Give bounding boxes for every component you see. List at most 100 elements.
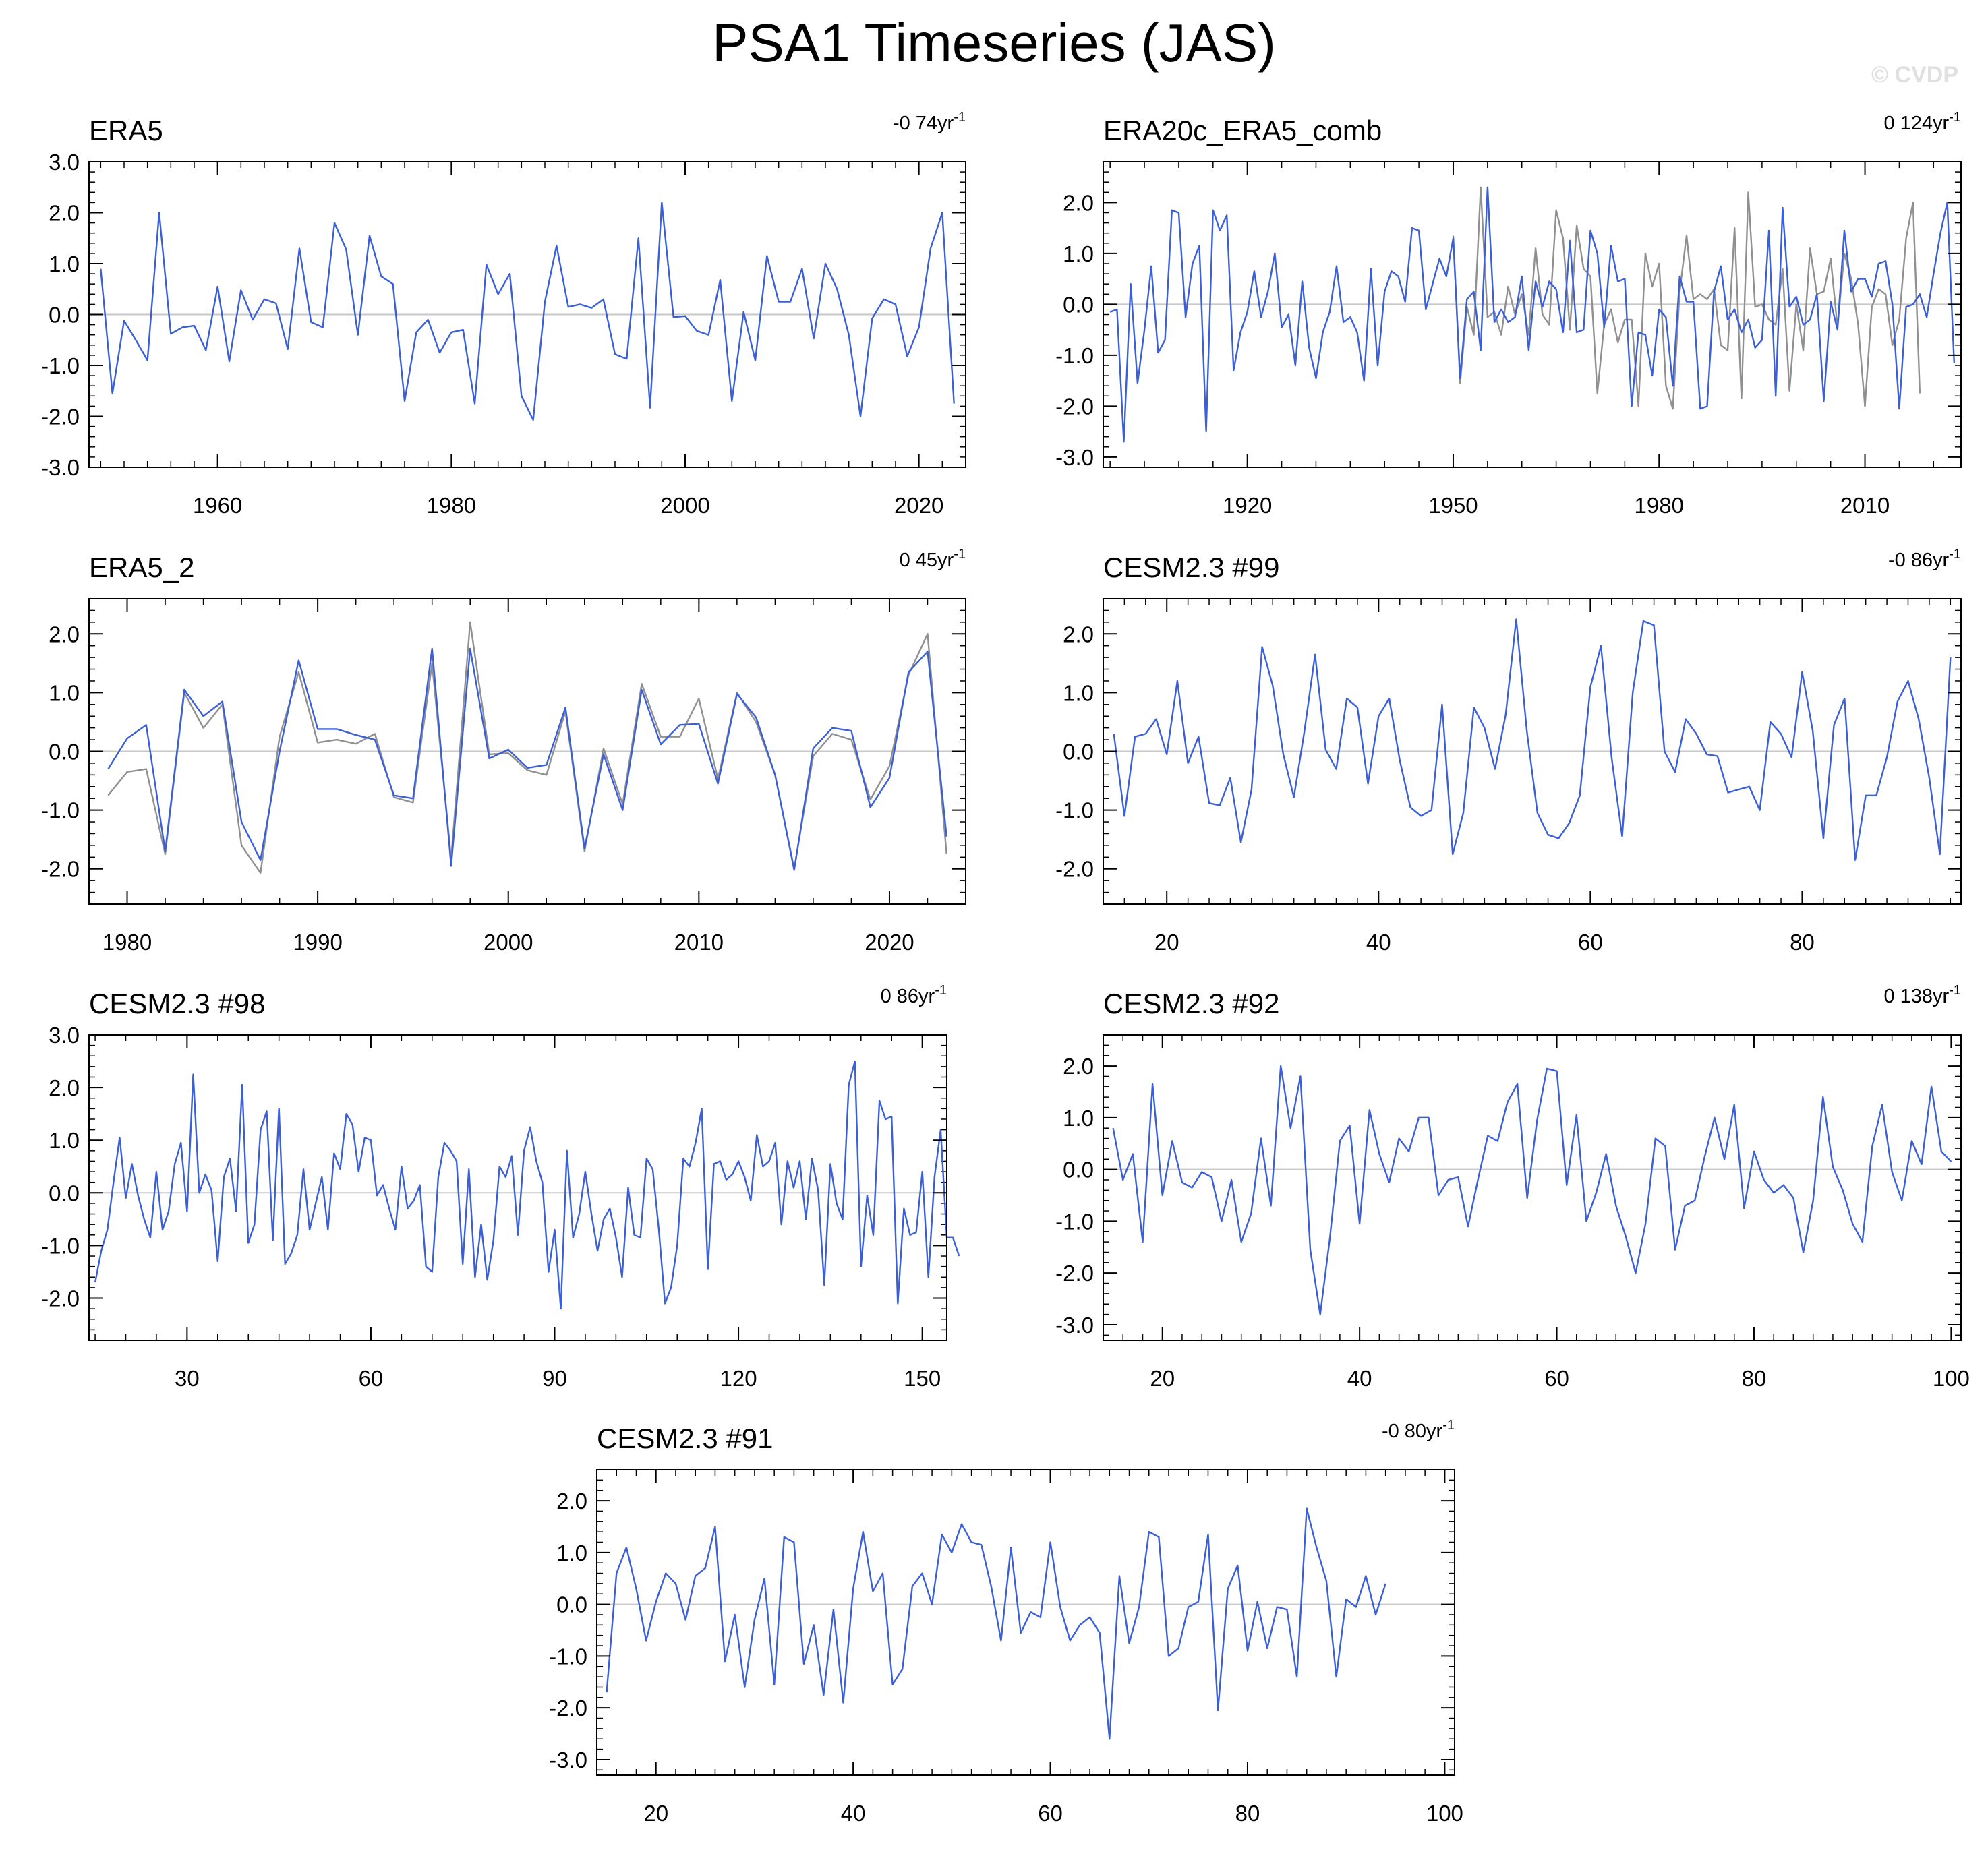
x-tick-label: 2020 xyxy=(894,493,943,518)
trend-label: -0 74yr-1 xyxy=(893,110,966,134)
x-tick-label: 1980 xyxy=(103,930,152,955)
panel-title: ERA20c_ERA5_comb xyxy=(1103,115,1382,146)
trend-value: 0 138yr xyxy=(1883,986,1949,1007)
y-tick-label: 2.0 xyxy=(1063,1054,1094,1079)
y-tick-label: 1.0 xyxy=(49,251,80,276)
x-tick-label: 20 xyxy=(643,1801,668,1826)
chart-panel: -3.0 -2.0 -1.0 0.0 1.0 2.0 3.0 1960 1980 2000 2020… xyxy=(41,110,966,518)
x-tick-label: 80 xyxy=(1790,930,1815,955)
y-tick-label: 2.0 xyxy=(556,1489,587,1514)
trend-label: -0 80yr-1 xyxy=(1382,1418,1455,1442)
plot-frame xyxy=(596,1469,1455,1776)
x-tick-label: 30 xyxy=(175,1366,200,1391)
series-line xyxy=(100,202,955,421)
trend-value: 0 124yr xyxy=(1883,113,1949,134)
x-tick-label: 1990 xyxy=(293,930,342,955)
y-tick-label: 0.0 xyxy=(49,740,80,765)
x-tick-label: 1980 xyxy=(1635,493,1684,518)
trend-value: -0 74yr xyxy=(893,113,954,134)
trend-exponent: -1 xyxy=(1949,983,1961,998)
trend-exponent: -1 xyxy=(1949,110,1961,125)
chart-panel: -3.0 -2.0 -1.0 0.0 1.0 2.0 1920 1950 1980 2010 ERA… xyxy=(1055,110,1962,518)
watermark: © CVDP xyxy=(1871,62,1958,88)
x-tick-label: 40 xyxy=(841,1801,866,1826)
y-tick-label: 1.0 xyxy=(49,1128,80,1153)
trend-exponent: -1 xyxy=(1442,1418,1455,1433)
panel-title: CESM2.3 #98 xyxy=(89,988,265,1019)
y-tick-label: 2.0 xyxy=(1063,190,1094,215)
trend-label: 0 86yr-1 xyxy=(881,983,947,1007)
chart-panel: -2.0 -1.0 0.0 1.0 2.0 1980 1990 2000 2010 2020 ERA… xyxy=(41,547,966,955)
plot-frame xyxy=(1103,1034,1962,1341)
trend-label: 0 45yr-1 xyxy=(900,547,966,571)
x-tick-label: 60 xyxy=(359,1366,384,1391)
x-tick-label: 120 xyxy=(720,1366,757,1391)
chart-panel: -3.0 -2.0 -1.0 0.0 1.0 2.0 20 40 60 80 100 CESM2.3 … xyxy=(549,1418,1463,1826)
y-tick-label: -2.0 xyxy=(41,405,80,429)
y-tick-label: 2.0 xyxy=(49,1075,80,1100)
y-tick-label: 1.0 xyxy=(1063,1106,1094,1131)
trend-value: -0 86yr xyxy=(1888,549,1950,571)
y-tick-label: 1.0 xyxy=(49,680,80,705)
x-tick-label: 1960 xyxy=(193,493,242,518)
y-tick-label: -1.0 xyxy=(41,353,80,378)
y-tick-label: 1.0 xyxy=(556,1541,587,1565)
y-tick-label: -2.0 xyxy=(1055,394,1094,419)
plot-frame xyxy=(88,1034,947,1341)
y-tick-label: -2.0 xyxy=(1055,857,1094,882)
series-line xyxy=(1452,186,1921,410)
x-tick-label: 2020 xyxy=(865,930,914,955)
x-tick-label: 40 xyxy=(1347,1366,1372,1391)
trend-value: -0 80yr xyxy=(1382,1421,1443,1442)
trend-value: 0 45yr xyxy=(900,549,954,571)
x-tick-label: 80 xyxy=(1742,1366,1767,1391)
y-tick-label: -2.0 xyxy=(41,1286,80,1311)
y-tick-label: -1.0 xyxy=(1055,1209,1094,1234)
x-tick-label: 2000 xyxy=(484,930,533,955)
y-tick-label: 0.0 xyxy=(556,1592,587,1617)
x-tick-label: 40 xyxy=(1366,930,1391,955)
trend-exponent: -1 xyxy=(935,983,947,998)
series-line xyxy=(606,1507,1386,1740)
y-tick-label: -3.0 xyxy=(1055,1313,1094,1338)
x-tick-label: 2000 xyxy=(660,493,709,518)
series-line xyxy=(94,1060,960,1310)
plot-frame xyxy=(1103,161,1962,468)
trend-exponent: -1 xyxy=(954,110,966,125)
y-tick-label: 2.0 xyxy=(49,201,80,226)
x-tick-label: 60 xyxy=(1544,1366,1569,1391)
y-tick-label: -1.0 xyxy=(41,798,80,823)
y-tick-label: 2.0 xyxy=(49,622,80,647)
y-tick-label: -3.0 xyxy=(41,455,80,480)
trend-label: 0 124yr-1 xyxy=(1883,110,1961,134)
y-tick-label: 0.0 xyxy=(1063,1158,1094,1183)
trend-exponent: -1 xyxy=(954,547,966,562)
y-tick-label: -2.0 xyxy=(41,857,80,882)
series-line xyxy=(107,621,947,874)
panel-title: ERA5_2 xyxy=(89,551,194,583)
x-tick-label: 100 xyxy=(1426,1801,1463,1826)
panel-title: ERA5 xyxy=(89,115,163,146)
panel-title: CESM2.3 #99 xyxy=(1103,551,1279,583)
trend-value: 0 86yr xyxy=(881,986,935,1007)
y-tick-label: -1.0 xyxy=(1055,343,1094,368)
x-tick-label: 1920 xyxy=(1223,493,1272,518)
trend-label: 0 138yr-1 xyxy=(1883,983,1961,1007)
x-tick-label: 2010 xyxy=(674,930,724,955)
x-tick-label: 1950 xyxy=(1428,493,1478,518)
series-line xyxy=(1109,186,1955,443)
chart-panel: -2.0 -1.0 0.0 1.0 2.0 20 40 60 80 CESM2.3 #99 -0 8… xyxy=(1055,547,1962,955)
y-tick-label: -1.0 xyxy=(549,1644,587,1669)
panel-title: CESM2.3 #92 xyxy=(1103,988,1279,1019)
series-line xyxy=(1113,618,1952,861)
x-tick-label: 20 xyxy=(1150,1366,1175,1391)
y-tick-label: 2.0 xyxy=(1063,622,1094,647)
x-tick-label: 60 xyxy=(1038,1801,1063,1826)
series-line xyxy=(107,647,947,871)
chart-panel: -2.0 -1.0 0.0 1.0 2.0 3.0 30 60 90 120 150 CESM2.3 … xyxy=(41,983,960,1391)
y-tick-label: -3.0 xyxy=(549,1748,587,1772)
y-tick-label: 0.0 xyxy=(1063,740,1094,765)
trend-exponent: -1 xyxy=(1949,547,1961,562)
y-tick-label: 1.0 xyxy=(1063,680,1094,705)
